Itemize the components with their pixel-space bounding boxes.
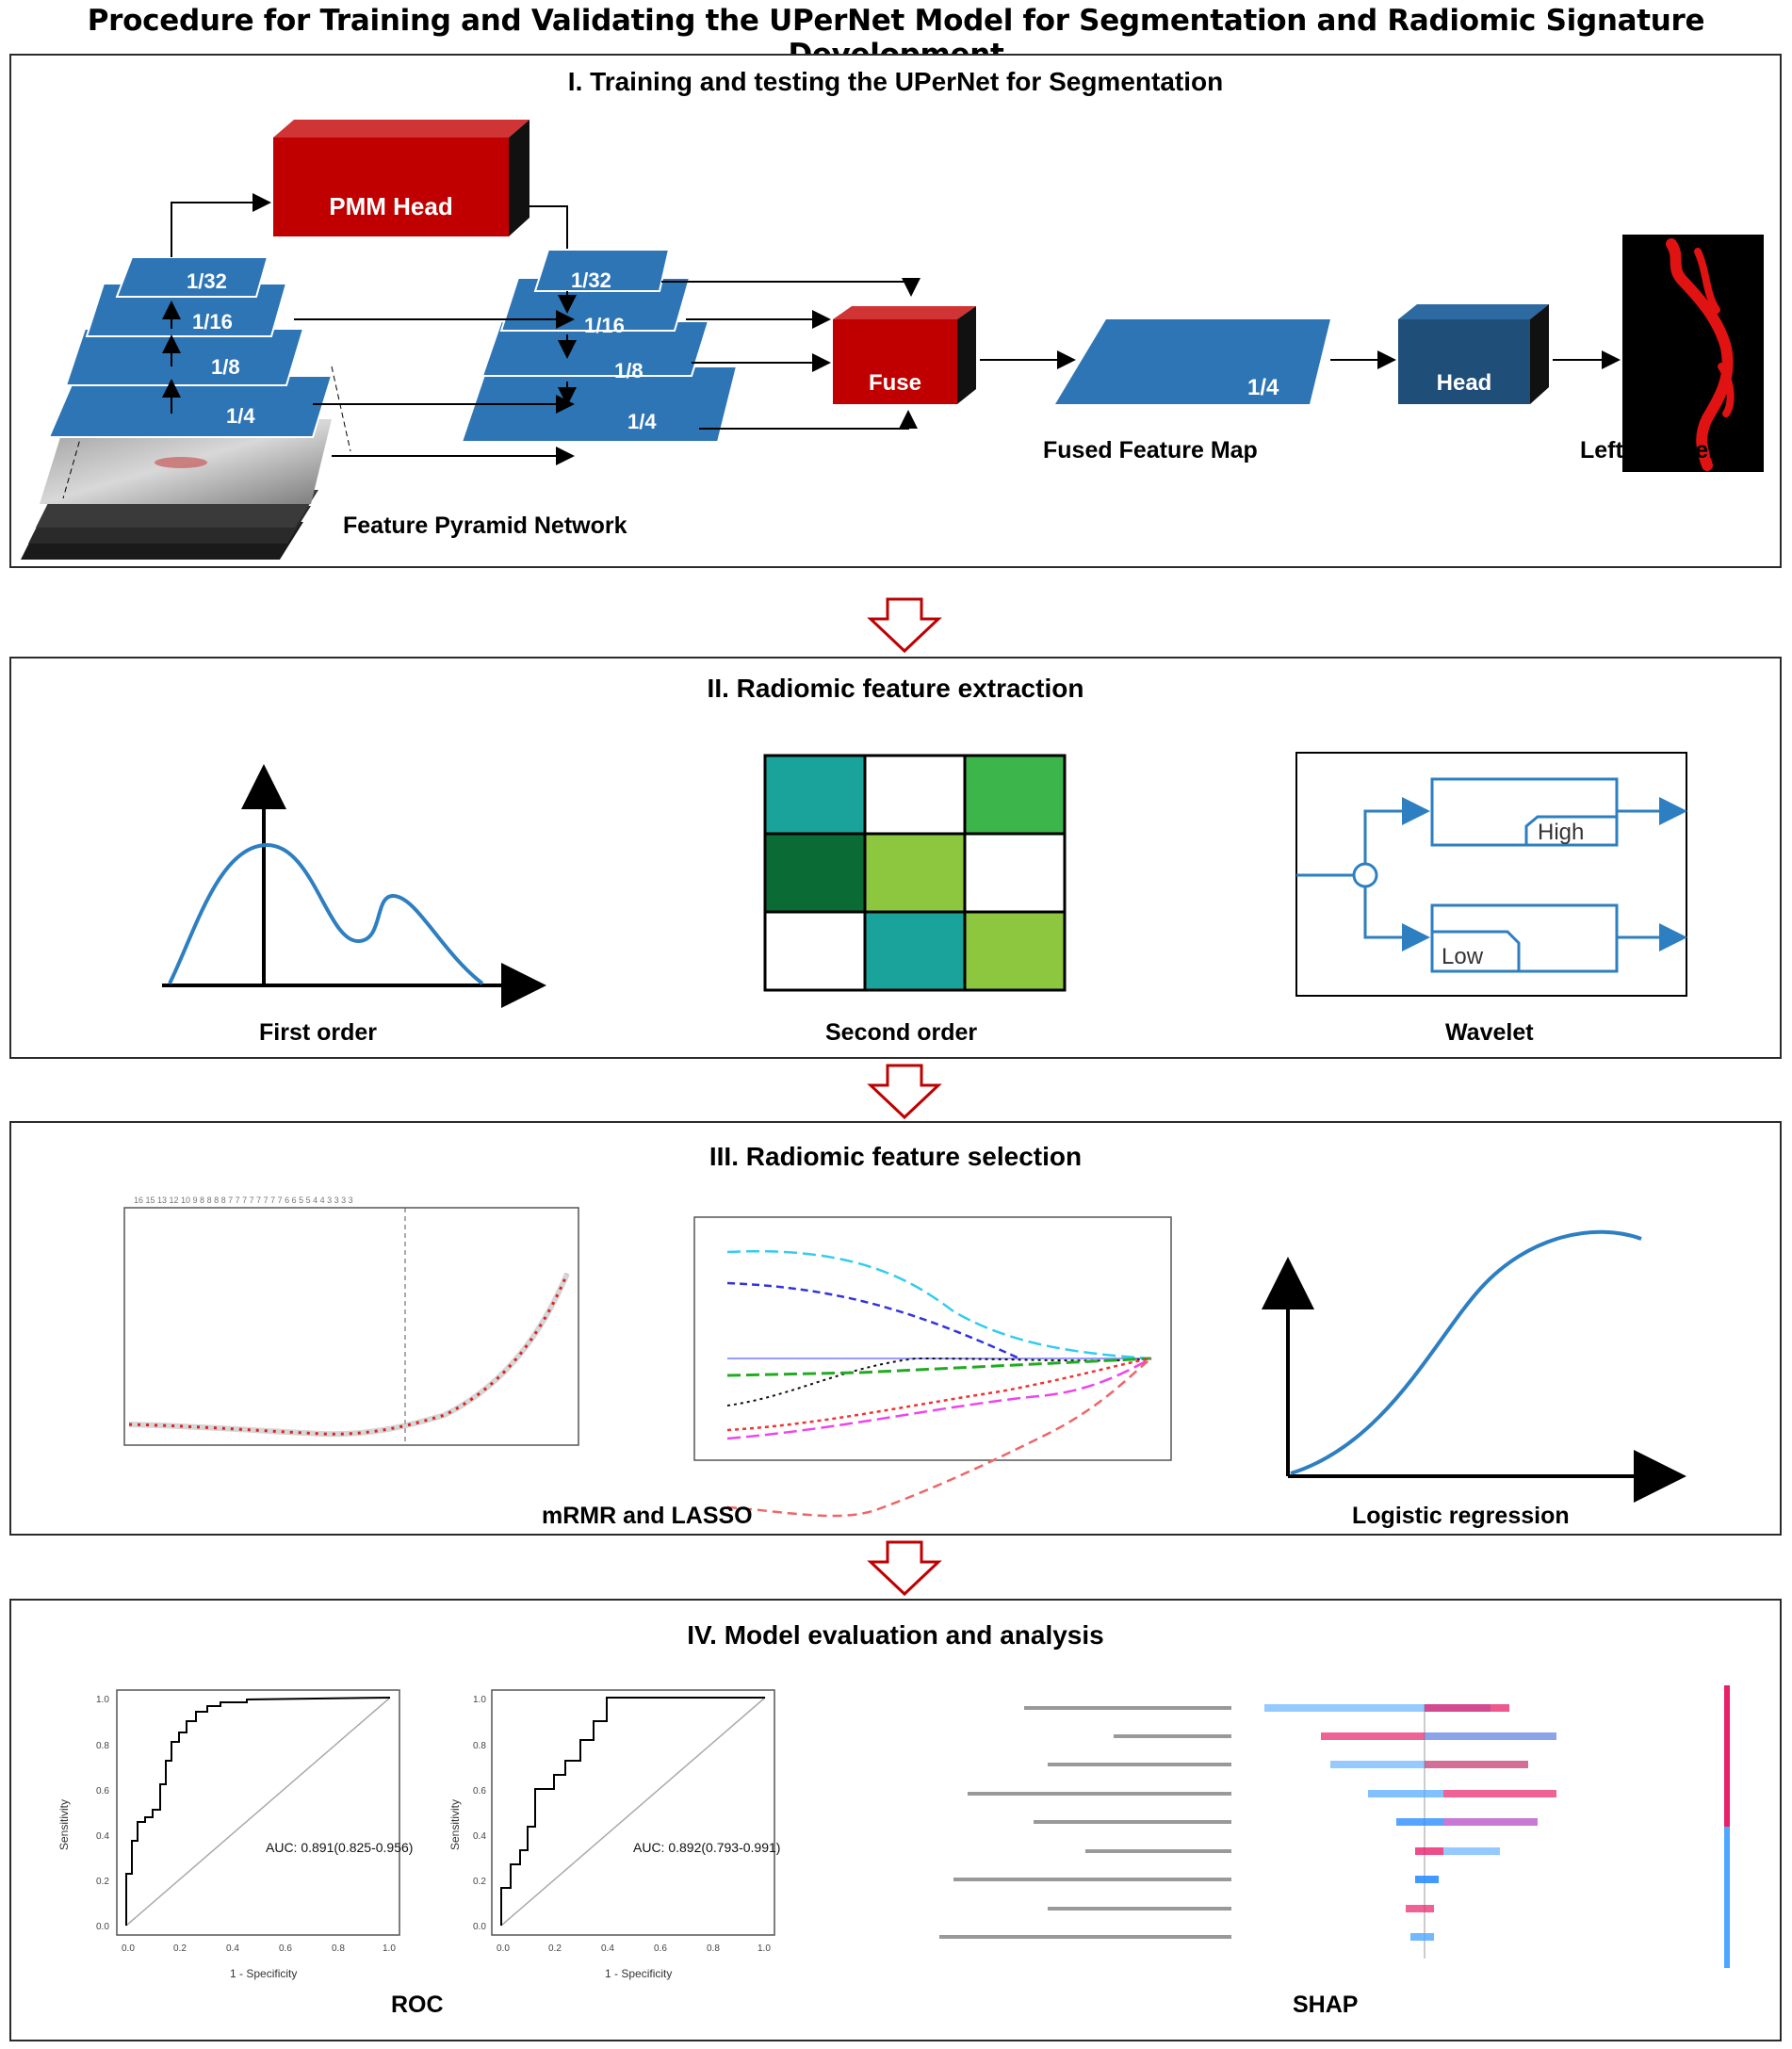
shap-feature-label-stubs	[939, 1706, 1231, 1939]
svg-text:0.4: 0.4	[601, 1943, 614, 1954]
panel-title-extraction: II. Radiomic feature extraction	[707, 674, 1084, 703]
shap-label: SHAP	[1293, 1992, 1359, 2018]
panel-title-segmentation: I. Training and testing the UPerNet for …	[567, 67, 1224, 96]
fpn-right-level-2: 1/16	[584, 314, 625, 337]
down-arrow-1	[867, 597, 942, 654]
svg-text:1.0: 1.0	[383, 1943, 396, 1954]
svg-text:1.0: 1.0	[758, 1943, 771, 1954]
panel-feature-selection: III. Radiomic feature selection 16 15 13…	[9, 1121, 1782, 1536]
roc-label: ROC	[391, 1992, 444, 2018]
fpn-label: Feature Pyramid Network	[343, 512, 627, 539]
shap-summary-plot	[939, 1685, 1730, 1968]
svg-text:0.2: 0.2	[473, 1877, 486, 1887]
fuse-label: Fuse	[869, 370, 921, 396]
fpn-left-level-2: 1/16	[192, 310, 233, 333]
svg-text:16 15 13 12 10 9 8 8 8 8 7 7 7: 16 15 13 12 10 9 8 8 8 8 7 7 7 7 7 7 7 7…	[134, 1195, 353, 1205]
head-box: Head	[1398, 304, 1549, 404]
svg-text:0.0: 0.0	[473, 1922, 486, 1932]
svg-text:0.6: 0.6	[654, 1943, 667, 1954]
lasso-cv-plot: 16 15 13 12 10 9 8 8 8 8 7 7 7 7 7 7 7 7…	[123, 1195, 579, 1446]
selection-graphics: 16 15 13 12 10 9 8 8 8 8 7 7 7 7 7 7 7 7…	[123, 1195, 1686, 1518]
first-order-distribution-icon	[162, 764, 546, 1008]
fpn-right-level-1: 1/32	[571, 268, 611, 292]
wavelet-label: Wavelet	[1445, 1019, 1534, 1046]
fpn-left: 1/32 1/16 1/8 1/4	[47, 256, 334, 438]
svg-text:0.8: 0.8	[473, 1741, 486, 1751]
ct-image-stack	[21, 366, 351, 560]
panel-feature-extraction: II. Radiomic feature extraction	[9, 657, 1782, 1059]
svg-text:0.6: 0.6	[473, 1786, 486, 1797]
fpn-right: 1/32 1/16 1/8 1/4	[460, 249, 739, 443]
wavelet-high-label: High	[1538, 820, 1584, 845]
down-arrow-3	[867, 1540, 942, 1597]
head-label: Head	[1437, 370, 1492, 396]
pmm-head-label: PMM Head	[329, 192, 452, 220]
evaluation-graphics: Sensitivity 1 - Specificity AUC: 0.891(0…	[57, 1685, 1730, 1980]
upernet-diagram: 1/32 1/16 1/8 1/4 PMM Head 1/32 1/16 1/8	[21, 120, 1764, 560]
roc2-auc: AUC: 0.892(0.793-0.991)	[633, 1840, 780, 1855]
fpn-left-level-3: 1/8	[211, 355, 240, 379]
roc1-ylabel: Sensitivity	[57, 1799, 71, 1850]
output-label: Left iliac vein	[1580, 437, 1730, 463]
roc-plot-2: Sensitivity 1 - Specificity AUC: 0.892(0…	[448, 1689, 780, 1980]
wavelet-low-label: Low	[1442, 944, 1484, 969]
fused-level-label: 1/4	[1247, 375, 1279, 400]
svg-text:0.0: 0.0	[96, 1922, 109, 1932]
fpn-right-level-3: 1/8	[614, 359, 643, 382]
svg-text:0.8: 0.8	[332, 1943, 345, 1954]
svg-text:0.2: 0.2	[548, 1943, 562, 1954]
fused-feature-map-label: Fused Feature Map	[1043, 437, 1258, 463]
second-order-label: Second order	[825, 1019, 978, 1046]
fuse-box: Fuse	[833, 306, 976, 404]
down-arrow-2	[867, 1064, 942, 1120]
svg-text:0.4: 0.4	[96, 1831, 109, 1842]
fpn-right-level-4: 1/4	[627, 410, 657, 433]
svg-text:0.2: 0.2	[96, 1877, 109, 1887]
fpn-left-level-1: 1/32	[187, 269, 227, 293]
panel-segmentation: I. Training and testing the UPerNet for …	[9, 54, 1782, 568]
svg-text:0.4: 0.4	[473, 1831, 486, 1842]
second-order-matrix-icon	[763, 754, 1067, 992]
svg-text:0.0: 0.0	[122, 1943, 135, 1954]
roc-plot-1: Sensitivity 1 - Specificity AUC: 0.891(0…	[57, 1689, 413, 1980]
svg-text:0.6: 0.6	[279, 1943, 292, 1954]
roc1-auc: AUC: 0.891(0.825-0.956)	[266, 1840, 413, 1855]
panel-model-evaluation: IV. Model evaluation and analysis Sensit…	[9, 1599, 1782, 2041]
svg-text:1.0: 1.0	[96, 1695, 109, 1705]
svg-text:0.0: 0.0	[497, 1943, 510, 1954]
first-order-label: First order	[259, 1019, 378, 1046]
roc2-xlabel: 1 - Specificity	[605, 1967, 672, 1980]
svg-text:0.4: 0.4	[226, 1943, 239, 1954]
panel-title-evaluation: IV. Model evaluation and analysis	[687, 1620, 1104, 1650]
panel-title-selection: III. Radiomic feature selection	[709, 1142, 1083, 1171]
roc1-xlabel: 1 - Specificity	[230, 1967, 297, 1980]
mrmr-lasso-label: mRMR and LASSO	[542, 1503, 753, 1529]
pmm-head-box: PMM Head	[273, 120, 529, 236]
wavelet-filter-icon: High Low	[1295, 752, 1687, 997]
roc2-ylabel: Sensitivity	[448, 1799, 462, 1850]
svg-text:0.6: 0.6	[96, 1786, 109, 1797]
svg-text:0.2: 0.2	[173, 1943, 187, 1954]
left-iliac-vein-image	[1622, 235, 1764, 472]
svg-text:1.0: 1.0	[473, 1695, 486, 1705]
fused-feature-map	[1055, 319, 1330, 404]
svg-text:0.8: 0.8	[96, 1741, 109, 1751]
logistic-curve-icon	[1262, 1229, 1686, 1503]
fpn-left-level-4: 1/4	[226, 404, 255, 428]
svg-text:0.8: 0.8	[707, 1943, 720, 1954]
extraction-graphics: High Low	[162, 752, 1687, 1008]
lasso-coefficient-plot	[693, 1216, 1172, 1518]
shap-beeswarm	[1264, 1704, 1556, 1941]
logistic-regression-label: Logistic regression	[1352, 1503, 1570, 1529]
